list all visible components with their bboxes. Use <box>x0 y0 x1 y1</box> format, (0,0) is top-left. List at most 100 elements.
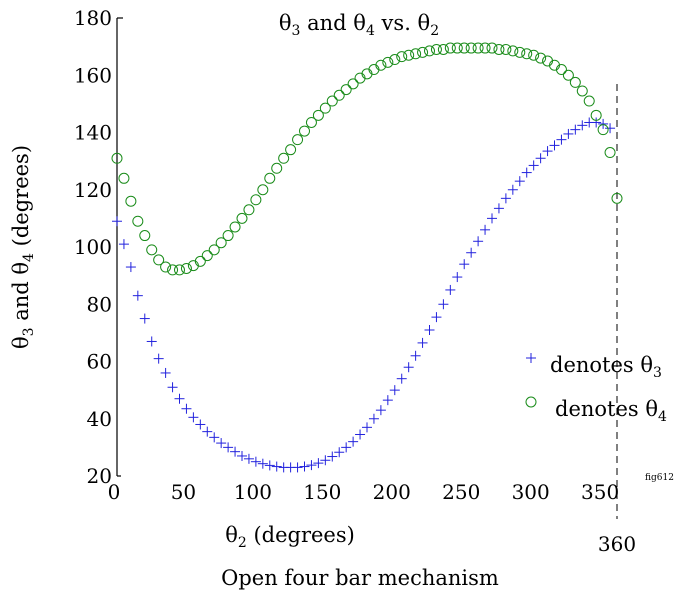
legend-marker-theta3 <box>526 353 536 363</box>
theta3-point <box>355 429 366 440</box>
theta3-point <box>230 446 241 457</box>
theta4-point <box>361 68 373 80</box>
theta4-point <box>424 45 435 57</box>
theta3-point <box>118 239 129 250</box>
theta3-point <box>139 313 150 324</box>
y-tick-label: 20 <box>87 464 112 488</box>
theta4-point <box>604 147 616 159</box>
theta4-point <box>562 69 574 81</box>
theta3-point <box>271 461 282 472</box>
theta4-point <box>521 48 533 60</box>
theta3-point <box>334 447 345 458</box>
theta4-point <box>236 212 248 224</box>
x-tick-labels: 0 50 100 150 200 250 300 350 <box>108 480 620 504</box>
theta3-point <box>146 336 157 347</box>
theta4-point <box>555 64 567 76</box>
theta3-point <box>528 160 539 171</box>
theta4-point <box>174 264 185 276</box>
theta3-point <box>389 385 400 396</box>
theta3-point <box>493 203 504 214</box>
theta3-point <box>535 153 546 164</box>
theta4-point <box>576 85 588 97</box>
theta3-point <box>250 456 261 467</box>
theta3-point <box>605 123 616 134</box>
theta3-point <box>445 284 456 295</box>
theta3-point <box>396 373 407 384</box>
theta3-point <box>403 362 414 373</box>
theta4-point <box>597 124 609 136</box>
theta4-point <box>271 162 283 174</box>
theta3-point <box>243 453 254 464</box>
theta4-point <box>493 43 505 55</box>
theta3-point <box>216 438 227 449</box>
theta3-point <box>292 462 303 473</box>
theta3-point <box>459 259 470 270</box>
theta3-point <box>487 213 497 224</box>
theta4-point <box>465 42 477 54</box>
theta3-point <box>264 460 275 471</box>
theta4-point <box>535 52 547 64</box>
theta4-point <box>146 244 158 256</box>
x-tick-label: 300 <box>512 480 550 504</box>
theta4-point <box>243 204 255 216</box>
theta4-point <box>132 215 144 227</box>
data-marks <box>111 42 623 473</box>
y-tick-label: 140 <box>74 121 112 145</box>
theta4-point <box>257 184 269 196</box>
theta3-point <box>598 118 609 129</box>
y-tick-label: 180 <box>74 6 112 30</box>
theta4-point <box>410 48 422 60</box>
x-tick-label: 350 <box>581 480 619 504</box>
theta4-point <box>333 89 345 101</box>
theta4-point <box>590 109 602 121</box>
y-tick-label: 160 <box>74 63 112 87</box>
theta4-point <box>312 109 324 121</box>
theta4-point <box>375 59 387 71</box>
theta3-point <box>431 312 442 323</box>
theta3-point <box>556 134 567 145</box>
theta3-point <box>202 426 213 437</box>
theta4-point <box>160 261 172 273</box>
x-tick-label: 250 <box>442 480 480 504</box>
x-axis-label: θ2 (degrees) <box>225 523 355 551</box>
theta3-point <box>153 353 164 364</box>
theta4-point <box>187 260 199 272</box>
theta4-point <box>528 49 540 61</box>
theta4-point <box>569 76 581 88</box>
theta4-point <box>111 152 123 164</box>
theta4-point <box>396 51 408 63</box>
theta4-point <box>201 250 213 262</box>
theta3-point <box>237 450 247 461</box>
legend: denotes θ3 denotes θ4 <box>525 353 667 425</box>
theta4-point <box>451 42 463 54</box>
theta4-point <box>319 102 331 114</box>
theta3-point <box>563 128 574 139</box>
theta3-point <box>438 299 449 310</box>
y-tick-labels: 20 40 60 80 100 120 140 160 180 <box>74 6 112 488</box>
x-tick-label: 100 <box>234 480 272 504</box>
theta4-point <box>139 230 151 242</box>
theta4-point <box>215 237 227 249</box>
theta4-point <box>347 78 359 90</box>
theta4-point <box>507 45 519 57</box>
theta4-point <box>299 125 310 137</box>
legend-label-theta3: denotes θ3 <box>550 353 662 381</box>
theta4-point <box>326 95 338 107</box>
theta3-point <box>452 272 463 283</box>
theta4-point <box>472 42 484 54</box>
x-tick-label: 200 <box>373 480 411 504</box>
theta4-point <box>194 255 206 267</box>
theta3-point <box>570 124 581 135</box>
theta3-point <box>313 458 324 469</box>
theta3-point <box>507 184 518 195</box>
theta4-point <box>444 42 456 54</box>
theta4-point <box>180 262 192 274</box>
x-tick-label: 150 <box>303 480 341 504</box>
theta3-point <box>424 325 435 336</box>
theta3-point <box>188 412 199 423</box>
theta4-point <box>486 42 498 54</box>
theta4-point <box>437 43 449 55</box>
y-tick-label: 40 <box>87 407 112 431</box>
y-axis-label: θ3 and θ4 (degrees) <box>9 145 37 349</box>
x-tick-label: 50 <box>171 480 196 504</box>
